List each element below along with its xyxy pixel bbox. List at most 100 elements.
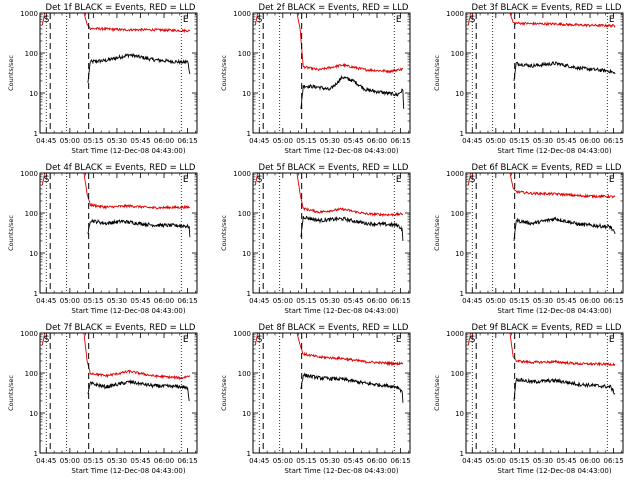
series-line-events xyxy=(87,378,190,402)
plot-area xyxy=(41,333,190,402)
x-tick-label: 04:45 xyxy=(249,297,269,305)
chart-title: Det 9f BLACK = Events, RED = LLD xyxy=(472,323,622,333)
start-marker-label: S xyxy=(257,15,263,25)
y-tick-label: 1000 xyxy=(20,330,38,338)
start-marker-label: S xyxy=(470,15,476,25)
plot-frame xyxy=(465,332,624,454)
x-tick-label: 06:00 xyxy=(154,457,174,465)
x-tick-label: 05:15 xyxy=(509,137,529,145)
y-tick-label: 1000 xyxy=(233,170,251,178)
y-tick-label: 10 xyxy=(455,90,464,98)
y-tick-label: 100 xyxy=(451,370,464,378)
series-line-events xyxy=(300,372,404,403)
x-tick-label: 05:30 xyxy=(533,137,553,145)
x-tick-label: 06:15 xyxy=(390,137,410,145)
x-tick-label: 05:00 xyxy=(60,297,80,305)
end-marker-label: E xyxy=(183,335,189,345)
x-tick-label: 06:00 xyxy=(580,297,600,305)
x-axis-label: Start Time (12-Dec-08 04:43:00) xyxy=(71,467,185,475)
end-marker-label: E xyxy=(396,15,402,25)
x-tick-label: 04:45 xyxy=(36,297,56,305)
x-tick-label: 05:45 xyxy=(556,457,576,465)
x-tick-label: 05:30 xyxy=(533,297,553,305)
plot-frame xyxy=(465,12,624,134)
y-tick-label: 100 xyxy=(238,370,251,378)
y-tick-label: 100 xyxy=(25,50,38,58)
x-tick-label: 05:45 xyxy=(130,297,150,305)
plot-area xyxy=(254,173,404,242)
y-tick-label: 10 xyxy=(242,250,251,258)
x-tick-label: 06:15 xyxy=(177,297,197,305)
x-tick-label: 04:45 xyxy=(462,457,482,465)
y-tick-label: 1 xyxy=(460,130,464,138)
y-axis-label: Counts/sec xyxy=(220,215,228,251)
x-tick-label: 05:30 xyxy=(107,457,127,465)
x-tick-label: 06:00 xyxy=(580,137,600,145)
x-tick-label: 05:45 xyxy=(556,297,576,305)
plot-area xyxy=(41,13,191,83)
y-tick-label: 10 xyxy=(29,250,38,258)
chart-title: Det 4f BLACK = Events, RED = LLD xyxy=(46,163,196,173)
y-tick-label: 100 xyxy=(451,50,464,58)
x-tick-label: 05:45 xyxy=(556,137,576,145)
x-axis-label: Start Time (12-Dec-08 04:43:00) xyxy=(284,467,398,475)
x-tick-label: 06:15 xyxy=(177,457,197,465)
x-tick-label: 05:00 xyxy=(273,137,293,145)
x-tick-label: 05:30 xyxy=(320,137,340,145)
y-tick-label: 1000 xyxy=(446,10,464,18)
y-tick-label: 10 xyxy=(29,90,38,98)
chart-title: Det 6f BLACK = Events, RED = LLD xyxy=(472,163,622,173)
x-tick-label: 05:00 xyxy=(60,137,80,145)
chart-title: Det 5f BLACK = Events, RED = LLD xyxy=(259,163,409,173)
plot-frame xyxy=(39,12,198,134)
x-tick-label: 06:00 xyxy=(367,297,387,305)
y-tick-label: 10 xyxy=(455,410,464,418)
y-axis-label: Counts/sec xyxy=(433,375,441,411)
x-tick-label: 05:15 xyxy=(296,137,316,145)
chart-title: Det 7f BLACK = Events, RED = LLD xyxy=(46,323,196,333)
y-axis-label: Counts/sec xyxy=(433,215,441,251)
y-tick-label: 1 xyxy=(247,130,251,138)
chart-title: Det 3f BLACK = Events, RED = LLD xyxy=(472,3,622,13)
x-tick-label: 05:15 xyxy=(83,457,103,465)
y-tick-label: 100 xyxy=(451,210,464,218)
y-tick-label: 1000 xyxy=(20,170,38,178)
series-line-lld xyxy=(254,173,404,218)
series-line-events xyxy=(300,74,405,109)
x-tick-label: 06:00 xyxy=(580,457,600,465)
chart-panel-1: Det 1f BLACK = Events, RED = LLD Counts/s… xyxy=(7,3,198,155)
y-axis-label: Counts/sec xyxy=(7,55,15,91)
y-tick-label: 10 xyxy=(242,90,251,98)
y-tick-label: 1000 xyxy=(233,10,251,18)
chart-panel-4: Det 4f BLACK = Events, RED = LLD Counts/s… xyxy=(7,163,198,315)
x-tick-label: 06:00 xyxy=(367,457,387,465)
plot-area xyxy=(41,173,191,238)
y-axis-label: Counts/sec xyxy=(220,375,228,411)
x-tick-label: 04:45 xyxy=(36,457,56,465)
series-line-lld xyxy=(254,13,404,74)
x-tick-label: 05:45 xyxy=(343,297,363,305)
x-tick-label: 05:15 xyxy=(83,297,103,305)
series-line-lld xyxy=(41,333,190,381)
x-tick-label: 05:45 xyxy=(130,137,150,145)
x-tick-label: 05:15 xyxy=(509,457,529,465)
plot-frame xyxy=(252,332,411,454)
series-line-lld xyxy=(467,333,616,367)
y-tick-label: 1000 xyxy=(233,330,251,338)
plot-area xyxy=(254,13,405,109)
end-marker-label: E xyxy=(183,15,189,25)
chart-panel-3: Det 3f BLACK = Events, RED = LLD Counts/s… xyxy=(433,3,624,155)
y-tick-label: 100 xyxy=(25,370,38,378)
x-tick-label: 06:00 xyxy=(154,137,174,145)
x-tick-label: 05:45 xyxy=(343,457,363,465)
y-tick-label: 1 xyxy=(247,290,251,298)
y-axis-label: Counts/sec xyxy=(220,55,228,91)
x-tick-label: 05:45 xyxy=(343,137,363,145)
x-tick-label: 05:00 xyxy=(486,297,506,305)
x-tick-label: 05:00 xyxy=(273,297,293,305)
chart-panel-9: Det 9f BLACK = Events, RED = LLD Counts/s… xyxy=(433,323,624,475)
x-tick-label: 05:00 xyxy=(60,457,80,465)
x-tick-label: 06:15 xyxy=(390,297,410,305)
y-tick-label: 1 xyxy=(460,290,464,298)
